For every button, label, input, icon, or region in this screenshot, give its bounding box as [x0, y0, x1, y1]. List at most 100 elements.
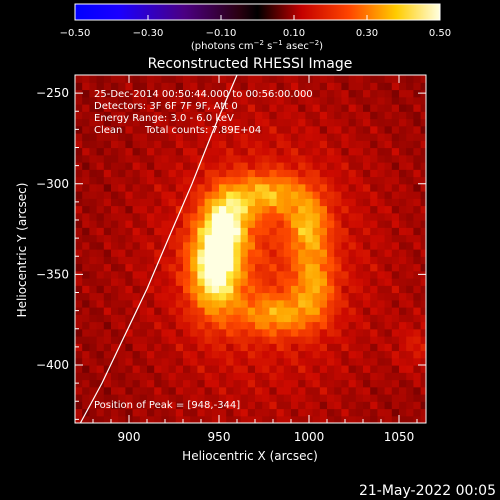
heatmap-cell [175, 176, 184, 185]
heatmap-cell [319, 75, 328, 83]
heatmap-cell [103, 162, 112, 170]
heatmap-cell [399, 82, 407, 91]
heatmap-cell [118, 147, 126, 156]
heatmap-cell [240, 379, 249, 388]
heatmap-cell [377, 299, 386, 308]
heatmap-cell [370, 256, 378, 265]
heatmap-cell [197, 227, 206, 236]
heatmap-cell [312, 191, 321, 199]
heatmap-cell [139, 75, 148, 83]
heatmap-cell [262, 241, 270, 250]
heatmap-cell [413, 357, 422, 366]
heatmap-cell [363, 394, 371, 402]
heatmap-cell [262, 292, 270, 301]
heatmap-cell [291, 372, 299, 381]
heatmap-cell [168, 241, 177, 250]
heatmap-cell [255, 365, 263, 373]
heatmap-cell [348, 336, 357, 344]
heatmap-cell [420, 415, 426, 423]
heatmap-cell [255, 350, 263, 359]
heatmap-cell [312, 89, 321, 98]
heatmap-cell [204, 386, 213, 395]
heatmap-cell [96, 292, 105, 301]
heatmap-cell [341, 328, 350, 337]
heatmap-cell [341, 234, 350, 243]
heatmap-cell [125, 336, 134, 344]
heatmap-cell [291, 220, 299, 228]
heatmap-cell [226, 176, 234, 185]
heatmap-cell [118, 96, 126, 105]
heatmap-cell [226, 82, 234, 91]
heatmap-cell [363, 205, 371, 214]
heatmap-cell [413, 292, 422, 301]
heatmap-cell [420, 183, 426, 192]
heatmap-cell [305, 278, 314, 286]
heatmap-cell [75, 372, 83, 381]
heatmap-cell [204, 328, 213, 337]
heatmap-cell [413, 154, 422, 163]
heatmap-cell [406, 220, 414, 228]
heatmap-cell [118, 365, 126, 373]
heatmap-cell [399, 198, 407, 207]
heatmap-cell [139, 140, 148, 149]
heatmap-cell [96, 285, 105, 294]
heatmap-cell [240, 227, 249, 236]
heatmap-cell [348, 263, 357, 272]
heatmap-cell [147, 227, 155, 236]
heatmap-cell [298, 365, 306, 373]
heatmap-cell [139, 183, 148, 192]
heatmap-cell [348, 278, 357, 286]
heatmap-cell [363, 328, 371, 337]
heatmap-cell [118, 118, 126, 127]
heatmap-cell [370, 357, 378, 366]
heatmap-cell [139, 176, 148, 185]
heatmap-cell [262, 96, 270, 105]
heatmap-cell [147, 220, 155, 228]
heatmap-cell [420, 285, 426, 294]
heatmap-cell [197, 241, 206, 250]
heatmap-cell [384, 133, 393, 141]
heatmap-cell [406, 191, 414, 199]
heatmap-cell [355, 82, 364, 91]
heatmap-cell [82, 227, 90, 236]
heatmap-cell [219, 234, 227, 243]
heatmap-cell [413, 111, 422, 120]
heatmap-cell [175, 270, 184, 279]
heatmap-cell [75, 147, 83, 156]
heatmap-cell [319, 350, 328, 359]
heatmap-cell [413, 205, 422, 214]
heatmap-cell [341, 89, 350, 98]
heatmap-cell [312, 365, 321, 373]
heatmap-cell [319, 292, 328, 301]
heatmap-cell [219, 299, 227, 308]
heatmap-cell [370, 162, 378, 170]
heatmap-cell [305, 154, 314, 163]
heatmap-cell [377, 270, 386, 279]
heatmap-cell [226, 307, 234, 315]
heatmap-cell [175, 89, 184, 98]
heatmap-cell [240, 394, 249, 402]
heatmap-cell [334, 176, 342, 185]
heatmap-cell [334, 270, 342, 279]
heatmap-cell [190, 328, 198, 337]
heatmap-cell [226, 270, 234, 279]
heatmap-cell [327, 227, 335, 236]
heatmap-cell [240, 350, 249, 359]
heatmap-cell [211, 89, 220, 98]
heatmap-cell [190, 249, 198, 257]
heatmap-cell [139, 350, 148, 359]
heatmap-cell [406, 212, 414, 221]
plot-frame [74, 74, 427, 424]
heatmap-cell [348, 365, 357, 373]
heatmap-cell [89, 372, 98, 381]
heatmap-cell [370, 336, 378, 344]
heatmap-cell [211, 227, 220, 236]
heatmap-cell [269, 89, 278, 98]
heatmap-cell [175, 256, 184, 265]
image-plot: 900 950 1000 1050−250−300−350−400 [36, 74, 427, 444]
heatmap-cell [334, 125, 342, 134]
heatmap-cell [240, 82, 249, 91]
y-tick-label: −250 [36, 86, 69, 100]
heatmap-cell [147, 104, 155, 112]
heatmap-cell [233, 147, 242, 156]
